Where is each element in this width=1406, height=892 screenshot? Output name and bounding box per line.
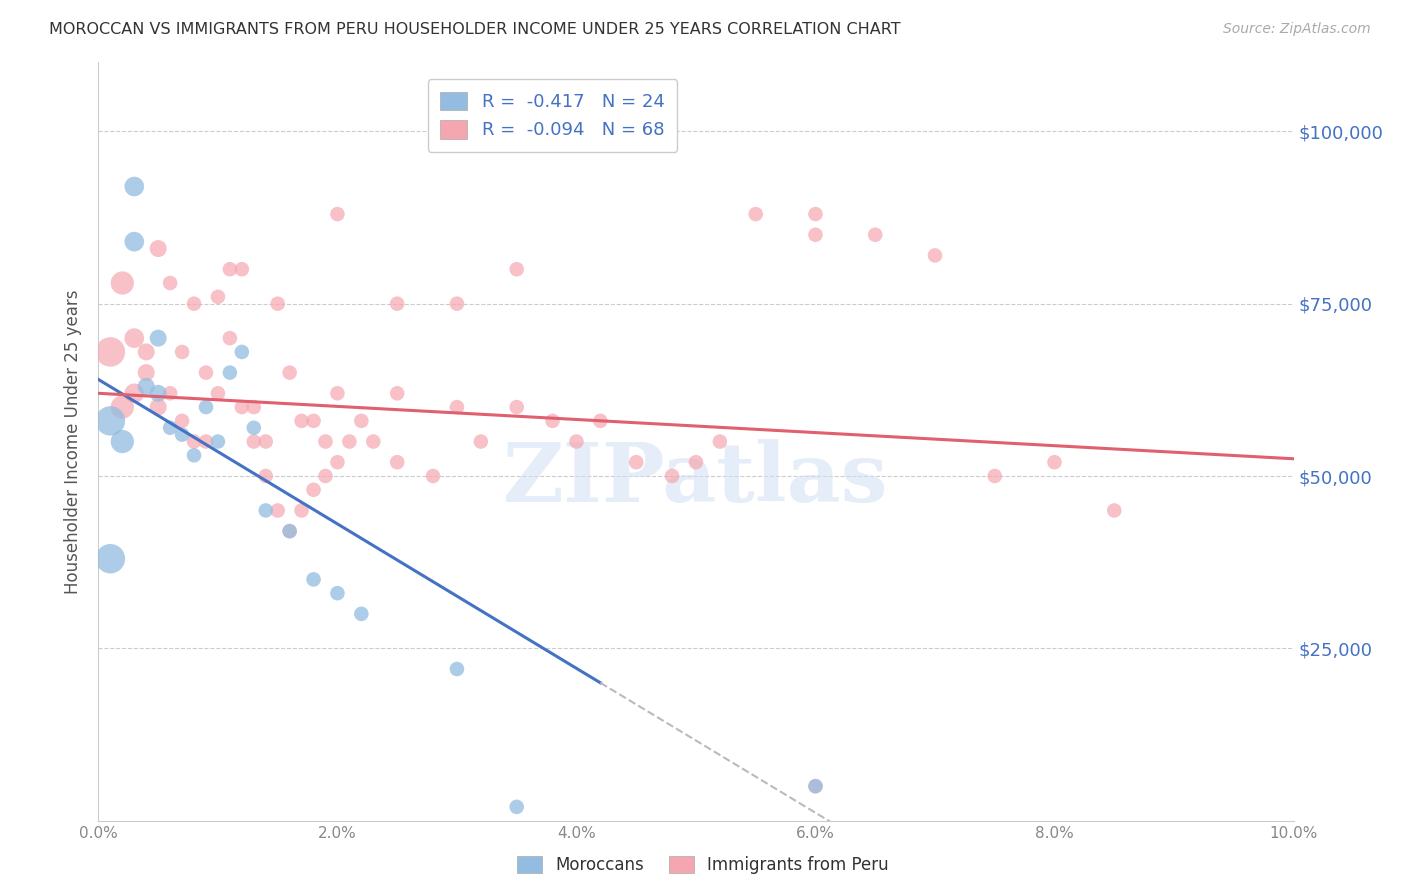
Point xyxy=(267,503,290,517)
Point xyxy=(446,662,468,676)
Text: Source: ZipAtlas.com: Source: ZipAtlas.com xyxy=(1223,22,1371,37)
Point xyxy=(172,427,194,442)
Point xyxy=(422,469,444,483)
Point xyxy=(195,434,218,449)
Point xyxy=(195,366,218,380)
Legend: R =  -0.417   N = 24, R =  -0.094   N = 68: R = -0.417 N = 24, R = -0.094 N = 68 xyxy=(427,79,678,152)
Point xyxy=(446,400,468,414)
Point xyxy=(267,296,290,310)
Point xyxy=(231,262,253,277)
Point xyxy=(541,414,564,428)
Point xyxy=(148,242,170,256)
Point xyxy=(589,414,612,428)
Point xyxy=(470,434,492,449)
Point xyxy=(865,227,887,242)
Point xyxy=(685,455,707,469)
Point xyxy=(302,483,325,497)
Point xyxy=(326,386,349,401)
Point xyxy=(172,345,194,359)
Point xyxy=(111,276,134,290)
Point xyxy=(219,366,242,380)
Point xyxy=(124,179,146,194)
Point xyxy=(135,366,157,380)
Point xyxy=(183,296,205,310)
Point xyxy=(254,469,277,483)
Point xyxy=(98,414,122,428)
Point xyxy=(709,434,731,449)
Point xyxy=(565,434,588,449)
Point xyxy=(804,207,827,221)
Point xyxy=(124,331,146,345)
Point xyxy=(363,434,385,449)
Point xyxy=(148,400,170,414)
Point xyxy=(135,345,157,359)
Point xyxy=(506,262,529,277)
Point xyxy=(243,421,266,435)
Point xyxy=(385,296,409,310)
Point xyxy=(291,414,314,428)
Point xyxy=(183,434,205,449)
Point xyxy=(278,524,301,538)
Point xyxy=(243,434,266,449)
Point xyxy=(231,400,253,414)
Point xyxy=(124,386,146,401)
Point xyxy=(207,290,229,304)
Point xyxy=(172,414,194,428)
Point xyxy=(231,345,253,359)
Point xyxy=(506,400,529,414)
Point xyxy=(350,414,373,428)
Point xyxy=(745,207,768,221)
Point xyxy=(148,386,170,401)
Point xyxy=(350,607,373,621)
Point xyxy=(278,524,301,538)
Point xyxy=(1043,455,1066,469)
Point xyxy=(278,366,301,380)
Point xyxy=(207,434,229,449)
Point xyxy=(159,386,181,401)
Point xyxy=(385,386,409,401)
Text: ZIPatlas: ZIPatlas xyxy=(503,440,889,519)
Point xyxy=(219,331,242,345)
Point xyxy=(339,434,361,449)
Point xyxy=(111,400,134,414)
Point xyxy=(302,573,325,587)
Point xyxy=(195,400,218,414)
Point xyxy=(98,551,122,566)
Point xyxy=(1104,503,1126,517)
Point xyxy=(219,262,242,277)
Point xyxy=(315,434,337,449)
Y-axis label: Householder Income Under 25 years: Householder Income Under 25 years xyxy=(65,289,83,594)
Point xyxy=(804,779,827,793)
Text: MOROCCAN VS IMMIGRANTS FROM PERU HOUSEHOLDER INCOME UNDER 25 YEARS CORRELATION C: MOROCCAN VS IMMIGRANTS FROM PERU HOUSEHO… xyxy=(49,22,901,37)
Point xyxy=(254,503,277,517)
Point xyxy=(207,386,229,401)
Point xyxy=(326,207,349,221)
Point xyxy=(326,586,349,600)
Point xyxy=(183,448,205,462)
Point xyxy=(243,400,266,414)
Point xyxy=(315,469,337,483)
Point xyxy=(506,800,529,814)
Point xyxy=(302,414,325,428)
Point xyxy=(924,248,946,262)
Point xyxy=(111,434,134,449)
Point xyxy=(98,345,122,359)
Point xyxy=(254,434,277,449)
Point xyxy=(159,276,181,290)
Point xyxy=(626,455,648,469)
Point xyxy=(385,455,409,469)
Point xyxy=(984,469,1007,483)
Point xyxy=(291,503,314,517)
Point xyxy=(135,379,157,393)
Point xyxy=(446,296,468,310)
Point xyxy=(804,227,827,242)
Point xyxy=(326,455,349,469)
Point xyxy=(148,331,170,345)
Point xyxy=(159,421,181,435)
Point xyxy=(124,235,146,249)
Point xyxy=(661,469,683,483)
Point xyxy=(804,779,827,793)
Legend: Moroccans, Immigrants from Peru: Moroccans, Immigrants from Peru xyxy=(517,856,889,874)
